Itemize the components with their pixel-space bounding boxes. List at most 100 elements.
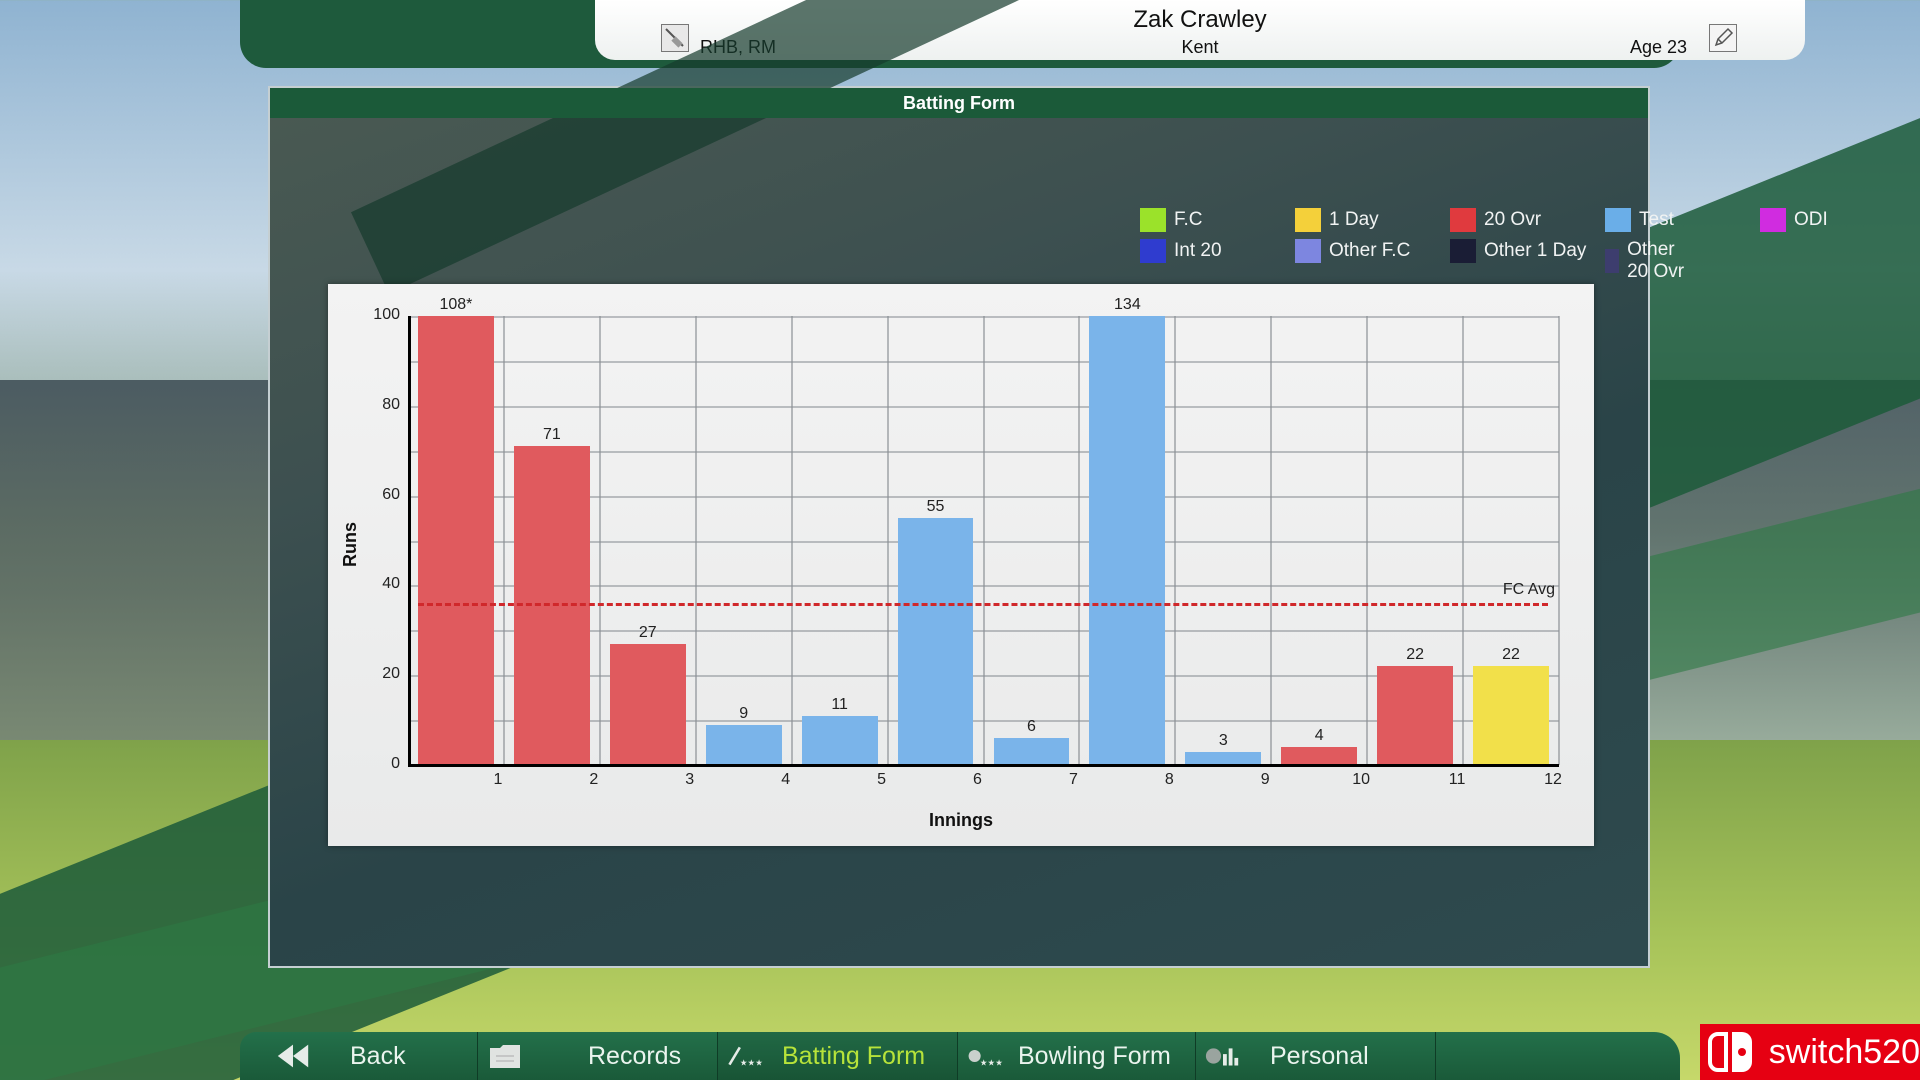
legend-label: Int 20 [1174, 240, 1222, 261]
gridline [1558, 316, 1560, 765]
y-tick-label: 80 [382, 395, 400, 413]
plot-area: 108* 71 27 9 11 55 6 134 3 4 22 22 FC Avg [408, 296, 1560, 767]
x-tick-label: 2 [589, 771, 599, 788]
y-axis-label: Runs [340, 522, 360, 567]
legend-item: Other F.C [1295, 239, 1410, 263]
bat-icon [661, 24, 689, 52]
bar-innings-7[interactable] [993, 738, 1070, 765]
personal-stats-icon [1204, 1041, 1242, 1071]
panel-title: Batting Form [270, 88, 1648, 118]
batting-form-chart: Runs 0 20 40 60 80 100 108* 71 27 9 11 55 6 134 3 4 22 2… [328, 284, 1594, 846]
gridline [886, 316, 889, 765]
y-tick-label: 100 [373, 306, 400, 323]
legend-swatch [1295, 239, 1321, 263]
bar-value-label: 108* [439, 296, 473, 313]
y-axis [408, 316, 411, 765]
tab-bowling-form[interactable]: ★★★ Bowling Form [958, 1032, 1196, 1080]
legend-swatch [1140, 239, 1166, 263]
fc-average-line [418, 603, 1548, 607]
bar-innings-4[interactable] [705, 724, 782, 765]
bar-value-label: 11 [831, 695, 848, 713]
x-tick-label: 4 [781, 771, 791, 788]
bar-innings-6[interactable] [897, 518, 974, 765]
legend-swatch [1295, 208, 1321, 232]
background-stand-left [0, 380, 280, 760]
personal-label: Personal [1270, 1041, 1369, 1070]
bar-value-label: 55 [926, 498, 945, 516]
legend-item: Test [1605, 208, 1674, 232]
bar-innings-5[interactable] [801, 715, 878, 765]
gridline [502, 316, 505, 765]
tab-records[interactable]: Records [478, 1032, 718, 1080]
gridline [694, 316, 697, 765]
bar-value-label: 22 [1406, 646, 1425, 664]
legend-label: F.C [1174, 209, 1203, 230]
gridline [1078, 316, 1081, 765]
legend-item: Other 20 Ovr [1605, 239, 1687, 283]
bowling-form-icon: ★★★ [966, 1041, 1004, 1071]
bar-value-label: 71 [542, 426, 561, 444]
edit-pencil-icon[interactable] [1709, 24, 1737, 52]
rewind-icon [274, 1041, 312, 1071]
x-tick-label: 6 [973, 771, 982, 788]
y-tick-label: 40 [382, 575, 400, 593]
gridline [1270, 316, 1273, 765]
x-axis [408, 764, 1559, 767]
switch-logo-icon [1706, 1030, 1761, 1074]
legend-item: F.C [1140, 208, 1203, 232]
bottom-navigation: Back Records ★★★ Batting Form ★★★ Bowlin… [240, 1032, 1680, 1080]
legend-swatch [1605, 208, 1631, 232]
svg-text:★★★: ★★★ [740, 1058, 763, 1068]
x-axis-label: Innings [929, 810, 993, 830]
y-tick-label: 0 [391, 755, 400, 772]
y-tick-label: 60 [382, 485, 400, 503]
player-team: Kent [1181, 37, 1219, 57]
records-label: Records [588, 1041, 682, 1070]
legend-item: 20 Ovr [1450, 208, 1541, 232]
x-tick-label: 3 [685, 771, 695, 788]
bar-innings-11[interactable] [1377, 666, 1454, 765]
bar-value-label: 4 [1314, 727, 1324, 745]
x-tick-label: 7 [1068, 771, 1078, 788]
bar-value-label: 22 [1502, 646, 1520, 664]
tab-batting-form[interactable]: ★★★ Batting Form [718, 1032, 958, 1080]
bar-innings-10[interactable] [1281, 747, 1358, 765]
batting-form-icon: ★★★ [726, 1041, 764, 1071]
fc-average-label: FC Avg [1502, 581, 1555, 599]
bar-value-label: 6 [1027, 718, 1036, 736]
bar-innings-12[interactable] [1473, 666, 1549, 765]
bar-innings-3[interactable] [609, 643, 686, 765]
bar-innings-1[interactable] [418, 316, 494, 765]
legend-label: ODI [1794, 209, 1828, 230]
legend-label: Test [1639, 209, 1674, 230]
tab-personal[interactable]: Personal [1196, 1032, 1436, 1080]
x-tick-label: 1 [493, 771, 503, 788]
legend-swatch [1760, 208, 1786, 232]
x-tick-label: 5 [877, 771, 887, 788]
legend-item: Int 20 [1140, 239, 1222, 263]
gridline [1462, 316, 1465, 765]
legend-swatch [1140, 208, 1166, 232]
bowling-form-label: Bowling Form [1018, 1041, 1171, 1070]
gridline [1174, 316, 1177, 765]
bar-innings-8[interactable] [1089, 316, 1166, 765]
legend-swatch [1450, 239, 1476, 263]
batting-form-panel: Batting Form F.C 1 Day 20 Ovr Test ODI Int 20… [268, 0, 1828, 968]
x-tick-label: 11 [1448, 771, 1466, 788]
x-tick-label: 8 [1164, 771, 1174, 788]
gridline [1366, 316, 1369, 765]
legend-swatch [1605, 249, 1620, 273]
back-button[interactable]: Back [240, 1032, 478, 1080]
bar-innings-9[interactable] [1185, 751, 1262, 765]
batting-form-label: Batting Form [782, 1041, 926, 1070]
bar-value-label: 3 [1218, 731, 1228, 749]
svg-text:★★★: ★★★ [980, 1058, 1003, 1068]
legend-label: 20 Ovr [1484, 209, 1542, 230]
watermark-text: switch520 [1768, 1032, 1920, 1071]
folder-icon [486, 1041, 524, 1071]
gridline [982, 316, 985, 765]
legend-label: Other 1 Day [1484, 240, 1587, 261]
legend-label: 1 Day [1329, 209, 1379, 230]
back-label: Back [350, 1041, 406, 1070]
x-tick-label: 12 [1544, 771, 1562, 788]
